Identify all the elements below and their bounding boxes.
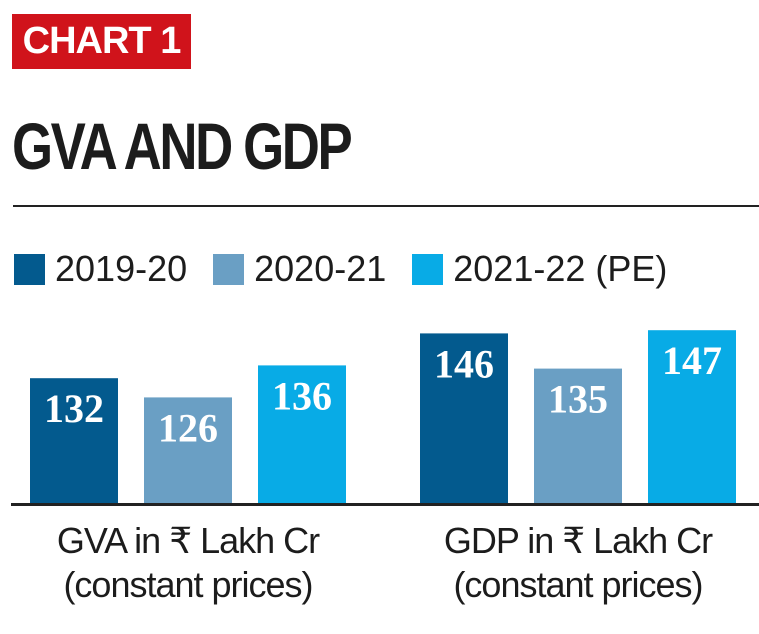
category-label-line: GVA in ₹ Lakh Cr <box>56 520 320 561</box>
bar-value-label: 146 <box>434 341 494 386</box>
bar-value-label: 126 <box>158 405 218 450</box>
legend-item: 2021-22 (PE) <box>412 248 667 290</box>
bar <box>30 378 118 503</box>
bar <box>648 330 736 503</box>
legend: 2019-20 2020-21 2021-22 (PE) <box>14 248 693 290</box>
bar-value-label: 135 <box>548 377 608 422</box>
bar <box>258 365 346 503</box>
chart-title: GVA AND GDP <box>12 109 353 183</box>
title-divider <box>13 205 759 207</box>
legend-swatch <box>14 253 45 285</box>
legend-label: 2019-20 <box>55 248 188 289</box>
category-label-line: GDP in ₹ Lakh Cr <box>443 520 713 561</box>
bar <box>420 333 508 503</box>
bar <box>534 368 622 503</box>
category-label: GVA in ₹ Lakh Cr (constant prices) <box>18 519 358 607</box>
bar-value-label: 136 <box>272 373 332 418</box>
category-label-line: (constant prices) <box>63 564 313 605</box>
category-label-line: (constant prices) <box>453 564 703 605</box>
x-axis-line <box>11 503 759 506</box>
category-label: GDP in ₹ Lakh Cr (constant prices) <box>408 519 748 607</box>
bar <box>144 397 232 503</box>
bar-value-label: 132 <box>44 386 104 431</box>
legend-item: 2020-21 <box>213 248 386 290</box>
chart-badge: CHART 1 <box>12 14 191 69</box>
bar-value-label: 147 <box>662 338 722 383</box>
legend-label: 2020-21 <box>254 248 387 289</box>
legend-label: 2021-22 (PE) <box>453 248 668 289</box>
legend-item: 2019-20 <box>14 248 187 290</box>
legend-swatch <box>213 253 245 285</box>
legend-swatch <box>412 253 444 285</box>
